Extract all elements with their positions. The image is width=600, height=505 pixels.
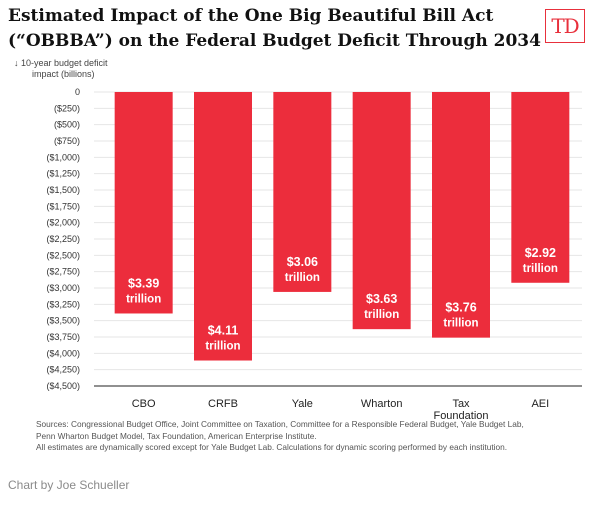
sources-line-3: All estimates are dynamically scored exc…	[36, 442, 508, 452]
chart-credit: Chart by Joe Schueller	[8, 478, 130, 492]
x-category-label: Yale	[292, 398, 313, 410]
bar-value-unit: trillion	[126, 293, 161, 305]
bar	[194, 92, 252, 361]
bar-value-label: $3.39	[128, 276, 159, 290]
bar-value-label: $3.06	[287, 255, 318, 269]
sources-note: Sources: Congressional Budget Office, Jo…	[36, 419, 576, 454]
y-tick-label: ($2,750)	[46, 267, 80, 277]
chart-title-line-1: Estimated Impact of the One Big Beautifu…	[8, 6, 494, 26]
y-tick-label: ($2,500)	[46, 250, 80, 260]
bar-value-unit: trillion	[523, 263, 558, 275]
bar-value-unit: trillion	[205, 341, 240, 353]
x-category-label: AEI	[531, 398, 549, 410]
td-logo-text: TD	[551, 14, 579, 38]
y-tick-label: ($250)	[54, 103, 80, 113]
y-tick-label: ($750)	[54, 136, 80, 146]
sources-line-1: Sources: Congressional Budget Office, Jo…	[36, 419, 524, 429]
y-axis-label-line-2: impact (billions)	[32, 69, 95, 79]
bar-value-label: $2.92	[525, 246, 556, 260]
sources-line-2: Penn Wharton Budget Model, Tax Foundatio…	[36, 430, 317, 441]
y-tick-label: 0	[75, 87, 80, 97]
chart-title: Estimated Impact of the One Big Beautifu…	[8, 4, 541, 54]
y-tick-label: ($2,000)	[46, 218, 80, 228]
x-category-label: Wharton	[361, 398, 403, 410]
bar	[511, 92, 570, 283]
y-tick-label: ($4,500)	[46, 381, 80, 391]
y-tick-label: ($1,250)	[46, 169, 80, 179]
y-tick-label: ($1,500)	[46, 185, 80, 195]
bar-value-unit: trillion	[285, 272, 320, 284]
y-tick-label: ($3,000)	[46, 283, 80, 293]
y-axis-label: ↓ 10-year budget deficit impact (billion…	[14, 58, 108, 80]
td-logo: TD	[545, 9, 585, 43]
y-tick-label: ($1,000)	[46, 152, 80, 162]
y-tick-label: ($2,250)	[46, 234, 80, 244]
y-tick-label: ($3,500)	[46, 316, 80, 326]
bar-value-unit: trillion	[364, 309, 399, 321]
y-tick-label: ($4,250)	[46, 365, 80, 375]
y-tick-label: ($3,750)	[46, 332, 80, 342]
y-tick-label: ($1,750)	[46, 201, 80, 211]
y-axis-label-line-1: ↓ 10-year budget deficit	[14, 58, 108, 68]
bar	[352, 92, 411, 330]
y-tick-label: ($3,250)	[46, 299, 80, 309]
bar-chart: 0 ($250) ($500) ($750) ($1,000) ($1,250) ($1,5…	[46, 87, 582, 420]
y-tick-label: ($500)	[54, 120, 80, 130]
bar-value-label: $3.76	[445, 301, 476, 315]
bar-value-unit: trillion	[443, 318, 478, 330]
x-category-label: Tax	[452, 398, 470, 410]
x-category-label: CBO	[132, 398, 156, 410]
chart-title-line-2: (“OBBBA”) on the Federal Budget Deficit …	[8, 31, 541, 51]
bar-value-label: $4.11	[208, 324, 239, 338]
bar	[273, 92, 332, 292]
y-tick-label: ($4,000)	[46, 348, 80, 358]
x-category-label: Foundation	[433, 410, 488, 420]
x-category-label: CRFB	[208, 398, 238, 410]
bar-value-label: $3.63	[366, 292, 397, 306]
bar	[432, 92, 490, 338]
bar	[114, 92, 173, 314]
